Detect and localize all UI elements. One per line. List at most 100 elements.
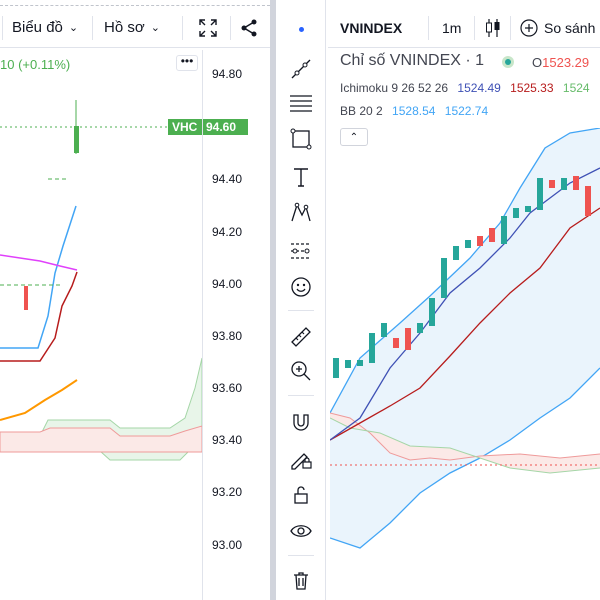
- candle-up: [501, 216, 507, 244]
- span-a: [330, 412, 600, 461]
- candle-up: [369, 333, 375, 363]
- chevron-up-icon: ⌃: [349, 131, 359, 143]
- candle-up: [345, 360, 351, 368]
- chart-title: Chỉ số VNINDEX · 1: [340, 52, 484, 70]
- symbol-search-button[interactable]: VNINDEX: [340, 19, 403, 36]
- ruler-icon: [291, 327, 311, 347]
- candle-up: [357, 360, 363, 366]
- price-tick: 94.80: [212, 67, 243, 81]
- crosshair-icon: [298, 26, 304, 32]
- rectangle-tool[interactable]: [286, 124, 316, 154]
- ruler-tool[interactable]: [286, 322, 316, 352]
- bb-label: BB 20 2: [340, 104, 383, 118]
- price-tag: 94.60: [203, 119, 248, 135]
- bb-value-2: 1522.74: [444, 104, 489, 118]
- price-tick: 93.00: [212, 538, 243, 552]
- interval-button[interactable]: 1m: [442, 19, 462, 36]
- symbol-name: Chỉ số VNINDEX: [340, 52, 461, 69]
- emoji-tool[interactable]: [286, 272, 316, 302]
- fullscreen-icon: [199, 18, 217, 37]
- ichimoku-legend: Ichimoku 9 26 52 26 1524.49 1525.33 1524: [340, 81, 590, 95]
- price-tick: 94.20: [212, 225, 243, 239]
- chart-menu-button[interactable]: Biểu đồ ⌄: [12, 8, 78, 47]
- left-chart-pane: Biểu đồ ⌄ Hồ sơ ⌄ 10 (+0.11%) ••• 94: [0, 0, 270, 600]
- candle-down: [549, 180, 555, 188]
- toolbar-separator: [428, 16, 429, 40]
- toolbar-separator: [2, 16, 3, 40]
- share-icon: [241, 19, 257, 36]
- open-value: 1523.29: [542, 55, 590, 70]
- price-tick: 93.40: [212, 433, 243, 447]
- span-b: [330, 417, 600, 474]
- candles-layer: [330, 128, 600, 600]
- candle-up: [513, 208, 519, 218]
- candle-up: [561, 178, 567, 190]
- right-top-toolbar: VNINDEX 1m So sánh: [328, 8, 600, 48]
- trash-icon: [294, 572, 308, 590]
- chevron-down-icon: ⌄: [150, 22, 160, 34]
- zoom-tool[interactable]: [286, 356, 316, 386]
- more-options-button[interactable]: •••: [176, 55, 198, 71]
- profile-menu-button[interactable]: Hồ sơ ⌄: [104, 8, 160, 47]
- candle-up: [74, 126, 79, 153]
- base-line: [330, 207, 600, 441]
- lock-drawing-tool[interactable]: [286, 444, 316, 474]
- add-compare-icon: [520, 18, 538, 37]
- lock-icon: [294, 486, 308, 504]
- trendline-icon: [291, 59, 311, 79]
- candle-down: [573, 176, 579, 190]
- compare-button[interactable]: So sánh: [520, 8, 595, 47]
- fullscreen-button[interactable]: [198, 8, 218, 47]
- crosshair-tool[interactable]: [286, 14, 316, 44]
- forecast-icon: [291, 243, 311, 259]
- toolbar-separator: [182, 16, 183, 40]
- price-tick: 93.80: [212, 329, 243, 343]
- toolbar-separator: [230, 16, 231, 40]
- trash-tool[interactable]: [286, 566, 316, 596]
- forecast-tool[interactable]: [286, 236, 316, 266]
- price-tick: 94.40: [212, 172, 243, 186]
- share-button[interactable]: [240, 8, 258, 47]
- compare-label: So sánh: [544, 19, 596, 36]
- eye-icon: [290, 525, 312, 537]
- magnet-tool[interactable]: [286, 408, 316, 438]
- candle-up: [381, 323, 387, 337]
- orange-line: [0, 379, 78, 421]
- chevron-down-icon: ⌄: [68, 22, 79, 34]
- fib-icon: [290, 95, 312, 112]
- more-icon: •••: [180, 54, 194, 68]
- candles-icon: [486, 18, 500, 37]
- lock-tool[interactable]: [286, 480, 316, 510]
- collapse-legend-button[interactable]: ⌃: [340, 128, 368, 146]
- pattern-tool[interactable]: [286, 198, 316, 228]
- candle-down: [405, 328, 411, 350]
- candle-down: [477, 236, 483, 246]
- chart-type-button[interactable]: [484, 8, 502, 47]
- rectangle-icon: [290, 128, 312, 150]
- fib-tool[interactable]: [286, 88, 316, 118]
- left-top-toolbar: Biểu đồ ⌄ Hồ sơ ⌄: [0, 8, 270, 48]
- bb-legend: BB 20 2 1528.54 1522.74: [340, 104, 488, 118]
- ichimoku-value-1: 1524.49: [457, 81, 501, 95]
- symbol-tag: VHC: [168, 119, 202, 135]
- lock-drawing-icon: [291, 453, 312, 470]
- price-axis-border: [202, 50, 203, 600]
- toolbar-separator: [92, 16, 93, 40]
- price-tick: 94.00: [212, 277, 243, 291]
- interval-value: 1: [475, 52, 485, 69]
- candle-up: [465, 240, 471, 248]
- cloud-red: [0, 425, 202, 453]
- text-tool[interactable]: [286, 162, 316, 192]
- candle-up: [429, 298, 435, 326]
- ichimoku-value-3: 1524: [562, 81, 590, 95]
- base-line: [0, 271, 78, 362]
- right-chart-canvas: [330, 128, 600, 549]
- pane-splitter[interactable]: [270, 0, 276, 600]
- title-separator: ·: [465, 52, 476, 69]
- candle-up: [417, 323, 423, 333]
- toolbar-separator: [288, 395, 314, 396]
- trendline-tool[interactable]: [286, 54, 316, 84]
- candle-down: [489, 228, 495, 242]
- visibility-tool[interactable]: [286, 516, 316, 546]
- conversion-line: [330, 167, 600, 441]
